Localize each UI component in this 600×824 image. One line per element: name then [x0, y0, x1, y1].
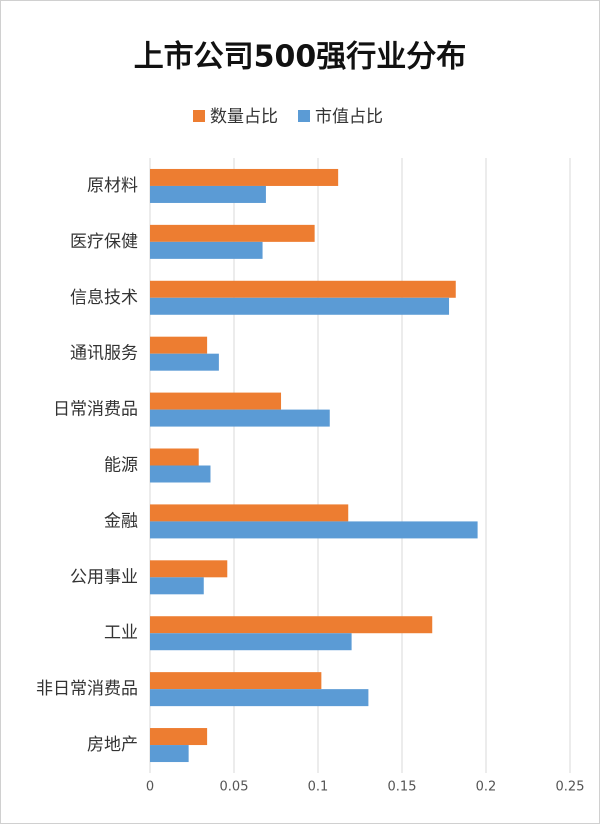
legend-swatch: [193, 110, 205, 122]
y-tick-label: 通讯服务: [70, 344, 138, 364]
x-tick-label: 0.25: [556, 780, 585, 795]
x-tick-label: 0.1: [308, 780, 329, 795]
bar: [150, 280, 456, 298]
bar: [150, 633, 352, 651]
bar: [150, 336, 208, 354]
bar: [150, 409, 330, 427]
y-tick-label: 信息技术: [70, 288, 138, 308]
bar: [150, 168, 339, 186]
legend-label: 数量占比: [210, 107, 278, 127]
y-tick-label: 原材料: [87, 176, 138, 196]
y-tick-label: 房地产: [87, 735, 138, 755]
y-tick-label: 医疗保健: [70, 232, 138, 252]
y-tick-label: 日常消费品: [53, 400, 138, 420]
bar: [150, 297, 450, 315]
x-tick-label: 0.2: [476, 780, 497, 795]
bar: [150, 392, 282, 410]
bar: [150, 504, 349, 522]
bar: [150, 521, 478, 539]
legend-label: 市值占比: [315, 107, 383, 127]
bar: [150, 672, 322, 690]
bar: [150, 728, 208, 746]
bar: [150, 689, 369, 707]
x-tick-label: 0.15: [388, 780, 417, 795]
x-tick-label: 0.05: [220, 780, 249, 795]
y-tick-label: 非日常消费品: [36, 679, 138, 699]
bar: [150, 353, 219, 371]
bar: [150, 185, 266, 203]
y-tick-label: 能源: [104, 456, 138, 476]
y-tick-label: 金融: [104, 511, 138, 531]
bar: [150, 224, 315, 242]
x-tick-label: 0: [146, 780, 154, 795]
chart-title: 上市公司500强行业分布: [134, 40, 467, 75]
y-tick-label: 公用事业: [70, 567, 138, 587]
bar: [150, 465, 211, 483]
bar: [150, 577, 204, 595]
bar: [150, 745, 189, 763]
bar: [150, 241, 263, 259]
bar: [150, 448, 199, 466]
bar: [150, 560, 228, 578]
legend-swatch: [298, 110, 310, 122]
bar: [150, 616, 433, 634]
y-tick-label: 工业: [104, 623, 138, 643]
